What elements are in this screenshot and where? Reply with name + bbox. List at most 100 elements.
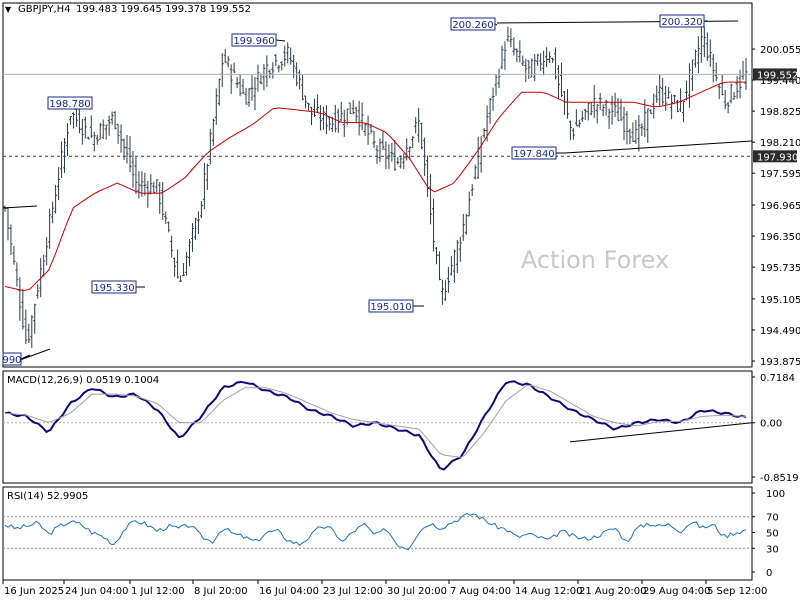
price-bar [679,88,683,112]
price-annotation-195-330: 195.330 [91,280,145,294]
price-bar [705,32,709,61]
price-bar [24,309,28,344]
price-bar [193,217,197,240]
price-bar [461,213,465,241]
current-price-box [753,68,797,81]
price-bar [3,205,7,212]
price-bar [726,101,730,114]
price-bar [262,64,266,91]
price-bar [378,138,382,163]
price-bar [586,103,590,121]
price-bar [539,53,543,71]
left-trendline-top [2,205,38,209]
price-bar [598,92,602,110]
macd-trendline [569,422,753,443]
price-bar [18,277,22,321]
price-bar [390,142,394,162]
price-bar [426,155,430,197]
price-bar [158,181,162,214]
x-axis-label: 29 Aug 04:00 [643,586,710,597]
price-bar [155,179,159,193]
macd-y-tick-label: 0.7184 [760,373,795,384]
price-bar [274,54,278,66]
support-level-label: 197.930 [757,152,798,163]
price-bar [176,249,180,279]
price-bar [670,94,674,120]
price-bar [167,221,171,233]
price-y-tick-label: 194.490 [760,326,800,337]
header-dropdown-icon: ▼ [5,5,12,14]
price-bar [57,167,61,201]
annotation-label: 198.780 [49,99,90,110]
price-bar [357,100,361,136]
price-bar [196,211,200,235]
price-bar [708,39,712,67]
price-bar [179,275,183,282]
price-bar [110,111,114,125]
price-bar [312,98,316,117]
price-bar [408,146,412,160]
price-bar [414,117,418,134]
price-bar [223,48,227,64]
price-bar [616,98,620,121]
price-panel-frame [2,2,753,368]
price-bar [247,87,251,107]
price-bar [437,251,441,281]
price-bar [277,64,281,73]
annotation-label: 990 [2,355,21,366]
price-bar [83,116,87,139]
price-bar [613,92,617,117]
price-bar [33,303,37,334]
price-bar [741,61,745,80]
moving-average-line [4,81,746,292]
price-bar [283,45,287,67]
price-bar [286,42,290,64]
price-bar [634,120,638,144]
price-bar [68,116,72,125]
price-bar [363,122,367,137]
current-price-label: 199.552 [757,70,798,81]
price-bar [515,48,519,63]
price-bar [327,116,331,131]
price-bar [211,118,215,146]
price-bar [551,57,555,63]
price-bar [60,141,64,179]
price-bar [622,106,626,141]
price-bar [298,69,302,90]
price-bar [503,41,507,70]
price-bar [27,323,31,343]
price-y-tick-label: 195.735 [760,263,800,274]
price-bar [128,135,132,173]
price-bar [208,128,212,165]
price-bar [684,80,688,101]
macd-panel [3,380,753,471]
price-bar [116,123,120,144]
price-bar [396,156,400,165]
price-annotation-198-780: 198.780 [47,96,93,110]
price-bar [161,182,165,220]
price-bar [467,191,471,217]
price-bar [315,94,319,113]
price-bar [601,104,605,117]
price-bar [744,57,748,90]
price-bar [574,109,578,127]
price-bar [372,130,376,148]
price-bar [542,50,546,76]
price-bar [15,262,19,287]
price-bar [202,162,206,210]
left-trendline-bottom [19,348,51,361]
rsi-title: RSI(14) 52.9905 [7,491,88,502]
price-bar [143,172,147,196]
price-bar [9,224,13,255]
x-axis-label: 14 Aug 12:00 [515,586,582,597]
price-bar [21,288,25,330]
rsi-y-tick-label: 100 [766,489,785,500]
price-bar [589,101,593,116]
price-bar [54,184,58,214]
rsi-y-tick-label: 50 [766,529,779,540]
price-bar [432,198,436,252]
price-bar [464,213,468,235]
rsi-line [4,513,747,551]
